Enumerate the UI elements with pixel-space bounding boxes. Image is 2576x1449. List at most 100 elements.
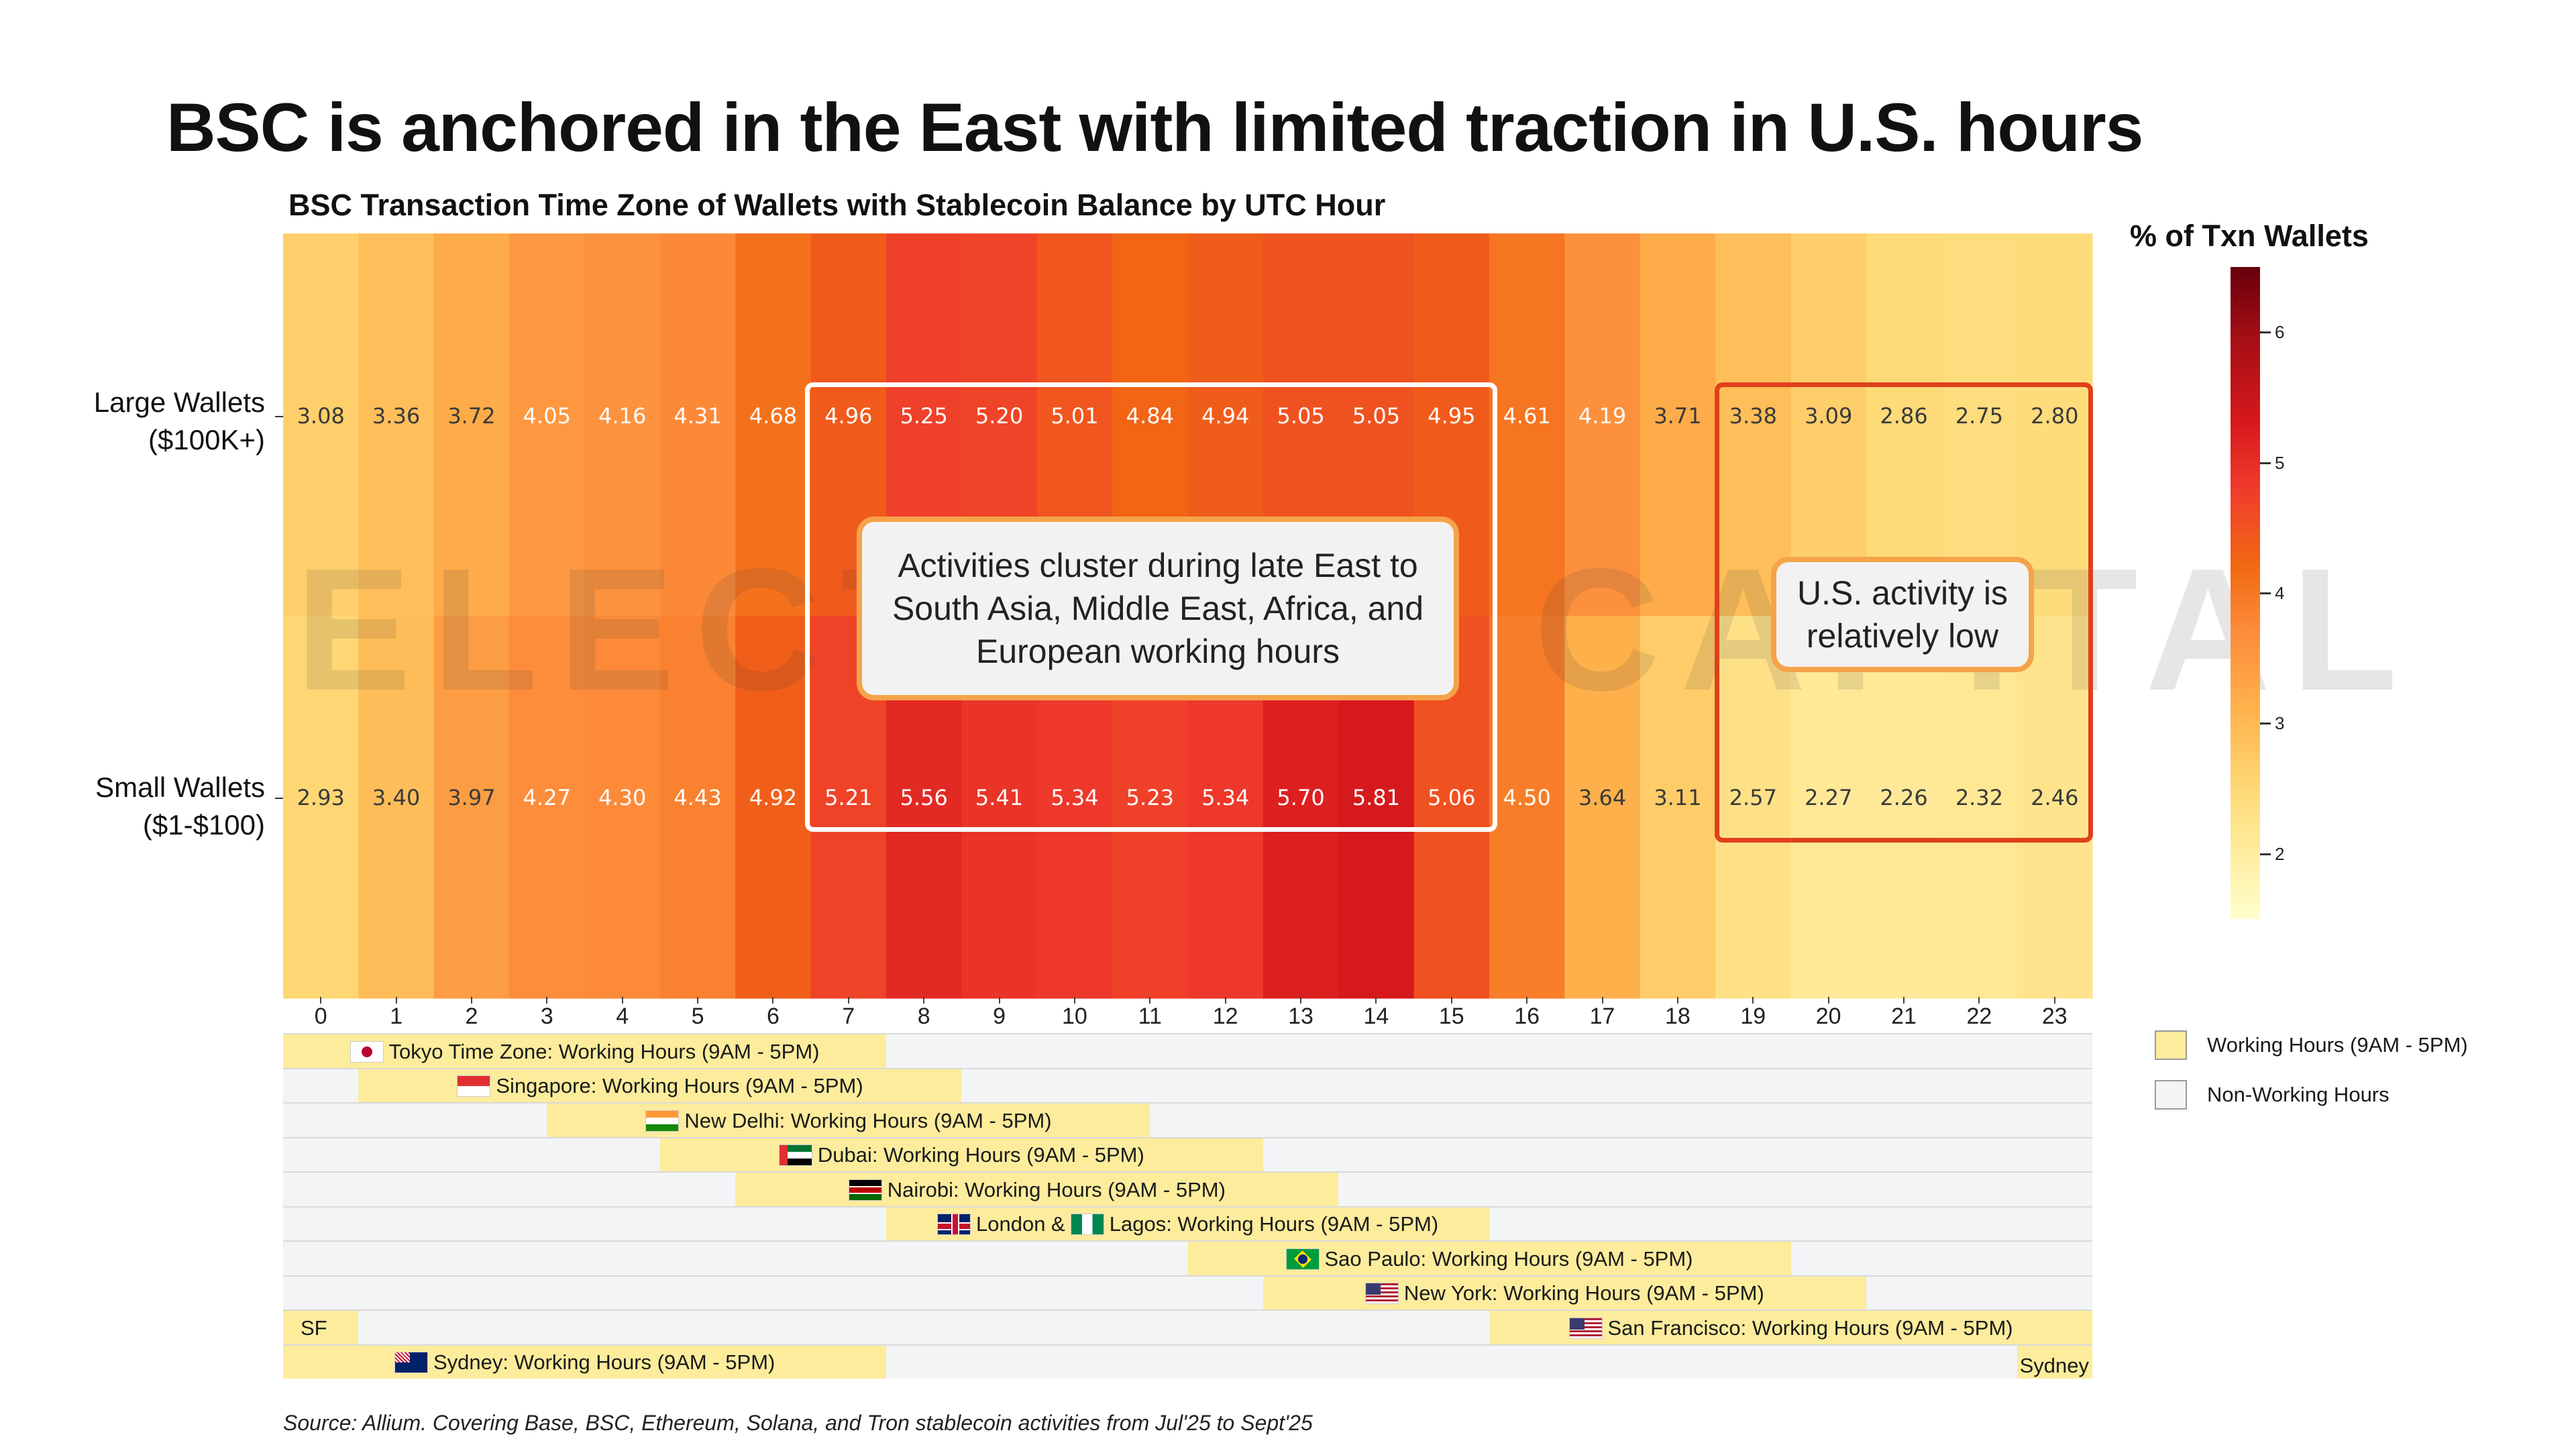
heat-value-r0-h16: 4.61 [1503, 403, 1551, 429]
x-tick-label-6: 6 [766, 1004, 780, 1029]
heat-value-r0-h13: 5.05 [1277, 403, 1324, 429]
heat-value-r1-h23: 2.46 [2031, 785, 2078, 810]
x-tick-label-1: 1 [390, 1004, 403, 1029]
heat-value-r0-h22: 2.75 [1955, 403, 2003, 429]
x-tick-mark [1526, 997, 1528, 1004]
x-tick-mark [395, 997, 397, 1004]
heat-cell-r1-h23 [2017, 616, 2093, 999]
timezone-row: New Delhi: Working Hours (9AM - 5PM) [283, 1102, 2092, 1137]
heat-cell-r1-h4 [584, 616, 661, 999]
heat-cell-r1-h22 [1941, 616, 2018, 999]
colorbar-tick [2260, 462, 2271, 464]
heat-value-r1-h3: 4.27 [523, 785, 571, 810]
x-tick-mark [1827, 997, 1829, 1004]
timezone-label: London & Lagos: Working Hours (9AM - 5PM) [937, 1208, 1438, 1242]
heat-cell-r1-h1 [358, 616, 435, 999]
x-tick-label-20: 20 [1815, 1004, 1841, 1029]
heat-value-r0-h11: 4.84 [1126, 403, 1174, 429]
x-tick-mark [923, 997, 925, 1004]
heat-value-r1-h15: 5.06 [1428, 785, 1475, 810]
heat-cell-r1-h17 [1564, 616, 1641, 999]
heat-value-r1-h20: 2.27 [1805, 785, 1852, 810]
heat-value-r0-h21: 2.86 [1880, 403, 1927, 429]
timezone-label-text: San Francisco: Working Hours (9AM - 5PM) [1607, 1316, 2013, 1340]
heat-cell-r1-h3 [509, 616, 586, 999]
x-tick-label-18: 18 [1665, 1004, 1690, 1029]
colorbar-tick-label-6: 6 [2275, 322, 2285, 343]
heat-value-r1-h5: 4.43 [674, 785, 721, 810]
timezone-wrap-label: Sydney [2019, 1353, 2090, 1377]
heat-value-r0-h1: 3.36 [372, 403, 420, 429]
br-flag-icon [1285, 1248, 1320, 1270]
heat-cell-r0-h20 [1790, 233, 1867, 616]
heat-value-r1-h14: 5.81 [1352, 785, 1400, 810]
heat-value-r1-h7: 5.21 [824, 785, 872, 810]
heat-value-r0-h6: 4.68 [749, 403, 797, 429]
heat-cell-r0-h6 [735, 233, 812, 616]
timezone-label: Tokyo Time Zone: Working Hours (9AM - 5P… [350, 1034, 820, 1069]
timezone-label-text: Sydney: Working Hours (9AM - 5PM) [433, 1350, 775, 1375]
heat-value-r0-h20: 3.09 [1805, 403, 1852, 429]
timezone-row: Nairobi: Working Hours (9AM - 5PM) [283, 1171, 2092, 1206]
heat-value-r0-h2: 3.72 [447, 403, 495, 429]
heat-value-r0-h14: 5.05 [1352, 403, 1400, 429]
x-tick-mark [1903, 997, 1905, 1004]
row-label-large: Large Wallets ($100K+) [93, 386, 265, 455]
x-tick-mark [621, 997, 623, 1004]
jp-flag-icon [350, 1040, 384, 1063]
x-tick-mark [1752, 997, 1754, 1004]
heat-value-r1-h21: 2.26 [1880, 785, 1927, 810]
heat-value-r1-h16: 4.50 [1503, 785, 1551, 810]
heat-value-r0-h23: 2.80 [2031, 403, 2078, 429]
heat-value-r1-h18: 3.11 [1654, 785, 1701, 810]
x-tick-label-14: 14 [1363, 1004, 1389, 1029]
working-hours-bar [735, 1173, 1339, 1206]
timezone-row: Sydney Sydney: Working Hours (9AM - 5PM) [283, 1344, 2092, 1379]
chart-subtitle: BSC Transaction Time Zone of Wallets wit… [288, 188, 1386, 222]
heat-value-r0-h9: 5.20 [975, 403, 1023, 429]
colorbar-tick [2260, 722, 2271, 725]
heat-value-r1-h6: 4.92 [749, 785, 797, 810]
colorbar-tick-label-4: 4 [2275, 583, 2285, 603]
x-tick-label-10: 10 [1062, 1004, 1087, 1029]
x-tick-label-21: 21 [1891, 1004, 1917, 1029]
working-hours-bar [283, 1345, 886, 1379]
x-tick-label-8: 8 [917, 1004, 930, 1029]
us-flag-icon [1568, 1317, 1603, 1339]
heat-cell-r0-h21 [1866, 233, 1942, 616]
working-hours-bar [886, 1207, 1489, 1240]
x-tick-label-7: 7 [842, 1004, 855, 1029]
heat-value-r1-h4: 4.30 [598, 785, 646, 810]
heat-cell-r1-h20 [1790, 616, 1867, 999]
colorbar-tick-label-5: 5 [2275, 452, 2285, 473]
sg-flag-icon [457, 1075, 491, 1097]
working-hours-bar-wrap [2017, 1345, 2092, 1379]
timezone-label-text: Sao Paulo: Working Hours (9AM - 5PM) [1324, 1246, 1693, 1271]
heat-cell-r1-h2 [433, 616, 510, 999]
x-tick-mark [697, 997, 699, 1004]
timezone-label: Sydney: Working Hours (9AM - 5PM) [394, 1346, 775, 1381]
heat-cell-r0-h0 [283, 233, 359, 616]
heat-cell-r0-h2 [433, 233, 510, 616]
heat-value-r0-h12: 4.94 [1201, 403, 1249, 429]
x-tick-mark [546, 997, 548, 1004]
heat-value-r1-h2: 3.97 [447, 785, 495, 810]
heat-cell-r0-h16 [1489, 233, 1565, 616]
heat-value-r1-h22: 2.32 [1955, 785, 2003, 810]
timezone-row: New York: Working Hours (9AM - 5PM) [283, 1275, 2092, 1309]
heat-cell-r1-h21 [1866, 616, 1942, 999]
au-flag-icon [394, 1352, 428, 1374]
x-tick-mark [998, 997, 1000, 1004]
colorbar-title: % of Txn Wallets [2130, 219, 2369, 253]
heatmap: 3.08 3.36 3.72 4.05 4.16 4.31 4.68 4.96 5.25 5.20… [275, 233, 2093, 999]
heat-value-r1-h12: 5.34 [1201, 785, 1249, 810]
heat-cell-r0-h23 [2017, 233, 2093, 616]
x-tick-label-12: 12 [1212, 1004, 1238, 1029]
heat-cell-r0-h17 [1564, 233, 1641, 616]
timezone-label-text: Dubai: Working Hours (9AM - 5PM) [817, 1143, 1144, 1167]
heat-value-r1-h11: 5.23 [1126, 785, 1174, 810]
colorbar [2231, 267, 2260, 919]
heat-cell-r1-h6 [735, 616, 812, 999]
legend-nonworking-swatch [2155, 1080, 2187, 1110]
timezone-label-text: Nairobi: Working Hours (9AM - 5PM) [887, 1177, 1226, 1201]
